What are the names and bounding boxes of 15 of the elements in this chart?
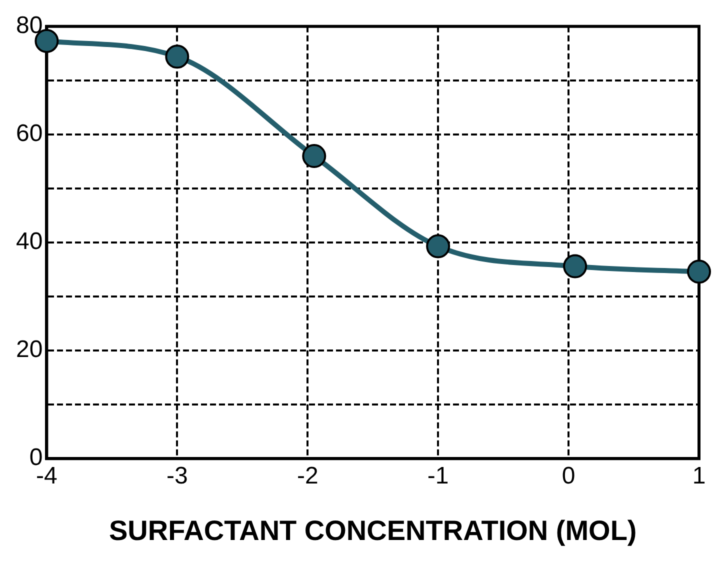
y-tick-label: 20: [16, 336, 43, 364]
y-tick-label: 60: [16, 120, 43, 148]
point: [165, 44, 190, 69]
point: [687, 260, 711, 284]
x-axis-title: SURFACTANT CONCENTRATION (MOL): [108, 514, 637, 546]
x-tick-label: 1: [692, 462, 706, 490]
y-tick-label: 40: [16, 228, 43, 256]
point: [302, 144, 326, 168]
point: [563, 254, 588, 278]
x-tick-label: 0: [562, 462, 576, 490]
point: [426, 234, 450, 258]
x-tick-label: -1: [427, 462, 449, 490]
x-tick-label: -3: [166, 462, 188, 490]
x-tick-label: -2: [296, 462, 318, 490]
y-tick-label: 80: [16, 12, 43, 40]
